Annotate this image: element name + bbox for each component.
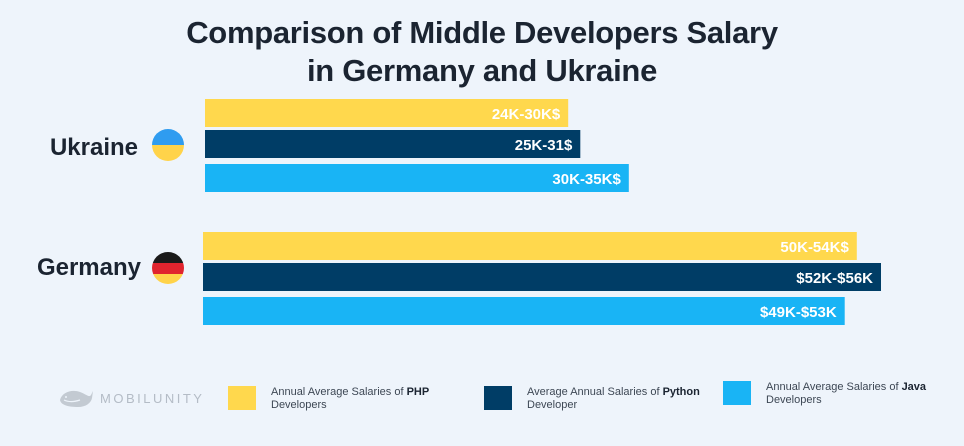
bar-germany-python — [203, 263, 881, 291]
data-label-germany-python: $52K-$56K — [796, 270, 873, 287]
category-label-germany: Germany — [37, 254, 142, 281]
data-label-ukraine-java: 30K-35K$ — [552, 171, 621, 188]
bar-ukraine-java — [205, 164, 629, 192]
bar-ukraine-python — [205, 130, 581, 158]
germany-flag-icon — [152, 252, 184, 284]
legend-label-java: Annual Average Salaries of Java Developer… — [766, 381, 927, 406]
mobilunity-logo: MOBILUNITY — [58, 386, 204, 410]
logo-text: MOBILUNITY — [100, 390, 205, 406]
data-label-germany-java: $49K-$53K — [760, 304, 837, 321]
ukraine-flag-icon — [152, 129, 184, 161]
category-label-ukraine: Ukraine — [50, 134, 138, 161]
title-line-2: in Germany and Ukraine — [306, 53, 658, 88]
bar-germany-java — [203, 297, 845, 325]
data-label-ukraine-php: 24K-30K$ — [492, 106, 561, 123]
title-line-1: Comparison of Middle Developers Salary — [186, 15, 778, 50]
data-label-ukraine-python: 25K-31$ — [515, 137, 573, 154]
bar-germany-php — [203, 232, 857, 260]
data-label-germany-php: 50K-54K$ — [780, 239, 849, 256]
legend-label-python: Average Annual Salaries of Python Develop… — [527, 386, 700, 411]
legend-label-php: Annual Average Salaries of PHP Developers — [271, 386, 430, 411]
legend-swatch-java — [723, 381, 751, 405]
legend-swatch-php — [228, 386, 256, 410]
whale-icon — [60, 390, 93, 407]
bar-ukraine-php — [205, 99, 569, 127]
legend-swatch-python — [484, 386, 512, 410]
chart-title: Comparison of Middle Developers Salary i… — [0, 14, 964, 90]
